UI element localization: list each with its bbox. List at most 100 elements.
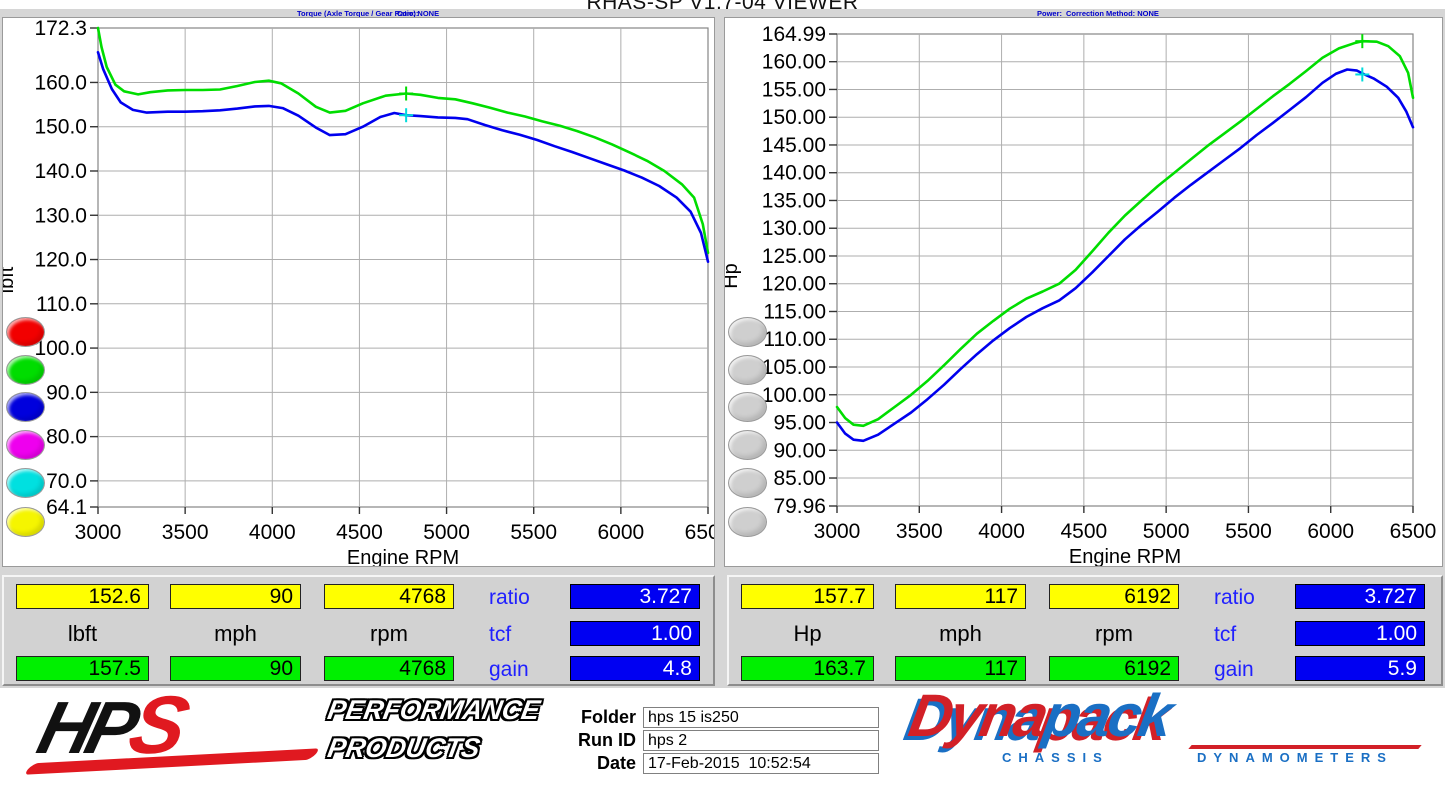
svg-text:4000: 4000: [249, 521, 296, 544]
power-chart[interactable]: 164.99 160.00 155.00 150.00 145.00 140.00 135.…: [725, 18, 1442, 566]
power-gain-value: 5.9: [1295, 656, 1425, 681]
torque-peak-rpm: 4768: [324, 656, 454, 681]
trace-button-red[interactable]: [6, 317, 45, 347]
svg-text:5000: 5000: [423, 521, 470, 544]
trace-button-gray-6[interactable]: [728, 507, 767, 537]
svg-text:6500: 6500: [1390, 520, 1437, 543]
svg-text:80.0: 80.0: [46, 426, 87, 449]
torque-peak-mph: 90: [170, 656, 301, 681]
svg-text:145.00: 145.00: [762, 134, 826, 157]
trace-button-gray-3[interactable]: [728, 392, 767, 422]
dynapack-logo-pack: pack: [1038, 682, 1176, 749]
gain-label: gain: [1214, 658, 1254, 681]
torque-corr-label: Corr: NONE: [397, 9, 440, 18]
svg-text:172.3: 172.3: [34, 18, 87, 40]
trace-button-gray-5[interactable]: [728, 468, 767, 498]
tcf-label: tcf: [489, 623, 512, 646]
svg-text:120.0: 120.0: [34, 249, 87, 272]
ratio-label: ratio: [1214, 586, 1255, 609]
run-id-input[interactable]: hps 2: [643, 730, 879, 751]
svg-text:100.0: 100.0: [34, 337, 87, 360]
svg-text:5500: 5500: [510, 521, 557, 544]
torque-unit-label: lbft: [67, 621, 98, 646]
torque-tcf-value: 1.00: [570, 621, 700, 646]
svg-text:6000: 6000: [1307, 520, 1354, 543]
svg-text:3000: 3000: [814, 520, 861, 543]
svg-text:4000: 4000: [978, 520, 1025, 543]
power-ratio-value: 3.727: [1295, 584, 1425, 609]
svg-text:64.1: 64.1: [46, 496, 87, 519]
torque-cursor-value: 152.6: [16, 584, 149, 609]
svg-text:Hp: Hp: [725, 263, 742, 289]
trace-button-green[interactable]: [6, 355, 45, 385]
svg-text:Engine RPM: Engine RPM: [1069, 546, 1181, 566]
window-title: RHAS-SP V1.7-04 VIEWER: [586, 0, 859, 14]
power-unit-label: Hp: [793, 621, 822, 646]
rpm-unit-label: rpm: [1095, 621, 1133, 646]
torque-chart-panel: 172.3 160.0 150.0 140.0 130.0 120.0 110.0 100.0…: [2, 17, 715, 567]
date-input[interactable]: 17-Feb-2015 10:52:54: [643, 753, 879, 774]
folder-input[interactable]: hps 15 is250: [643, 707, 879, 728]
power-tcf-value: 1.00: [1295, 621, 1425, 646]
svg-text:150.0: 150.0: [34, 116, 87, 139]
date-label: Date: [596, 753, 636, 773]
power-chart-panel: 164.99 160.00 155.00 150.00 145.00 140.00 135.…: [724, 17, 1443, 567]
svg-text:110.0: 110.0: [36, 293, 87, 316]
svg-text:100.00: 100.00: [762, 384, 826, 407]
trace-button-gray-2[interactable]: [728, 355, 767, 385]
power-corr-label: Correction Method: NONE: [1066, 9, 1159, 18]
power-peak-value: 163.7: [741, 656, 874, 681]
torque-ratio-value: 3.727: [570, 584, 700, 609]
dynapack-chassis-text: CHASSIS: [1002, 750, 1109, 765]
svg-text:3000: 3000: [75, 521, 122, 544]
svg-text:lbft: lbft: [3, 266, 18, 293]
trace-button-magenta[interactable]: [6, 430, 45, 460]
svg-text:4500: 4500: [336, 521, 383, 544]
svg-text:164.99: 164.99: [762, 23, 826, 46]
torque-readout-table: 152.6 90 4768 lbft mph rpm 157.5 90 4768…: [2, 575, 715, 686]
svg-text:3500: 3500: [162, 521, 209, 544]
tcf-label: tcf: [1214, 623, 1237, 646]
power-peak-rpm: 6192: [1049, 656, 1179, 681]
svg-text:140.00: 140.00: [762, 162, 826, 185]
torque-header-label: Torque (Axle Torque / Gear Ratio):: [297, 9, 419, 18]
run-id-label: Run ID: [578, 730, 636, 750]
rpm-unit-label: rpm: [370, 621, 408, 646]
power-header-label: Power:: [1037, 9, 1063, 18]
svg-text:130.00: 130.00: [762, 217, 826, 240]
folder-label: Folder: [580, 707, 636, 727]
torque-chart[interactable]: 172.3 160.0 150.0 140.0 130.0 120.0 110.0 100.0…: [3, 18, 714, 566]
power-cursor-value: 157.7: [741, 584, 874, 609]
power-cursor-rpm: 6192: [1049, 584, 1179, 609]
power-readout-table: 157.7 117 6192 Hp mph rpm 163.7 117 6192…: [727, 575, 1443, 686]
svg-text:70.0: 70.0: [46, 470, 87, 493]
hps-logo: HPS PERFORMANCE PRODUCTS: [10, 680, 542, 775]
svg-text:130.0: 130.0: [34, 204, 87, 227]
mph-unit-label: mph: [214, 621, 257, 646]
svg-text:95.00: 95.00: [773, 412, 826, 435]
mph-unit-label: mph: [939, 621, 982, 646]
svg-text:85.00: 85.00: [773, 467, 826, 490]
trace-button-blue[interactable]: [6, 392, 45, 422]
trace-button-cyan[interactable]: [6, 468, 45, 498]
svg-text:155.00: 155.00: [762, 78, 826, 101]
dynapack-swoosh-graphic: [1188, 745, 1422, 749]
trace-button-gray-4[interactable]: [728, 430, 767, 460]
svg-text:6000: 6000: [597, 521, 644, 544]
svg-text:125.00: 125.00: [762, 245, 826, 268]
trace-button-gray-1[interactable]: [728, 317, 767, 347]
svg-text:120.00: 120.00: [762, 273, 826, 296]
power-cursor-mph: 117: [895, 584, 1026, 609]
gain-label: gain: [489, 658, 529, 681]
torque-peak-value: 157.5: [16, 656, 149, 681]
svg-text:6500: 6500: [685, 521, 714, 544]
svg-text:160.0: 160.0: [34, 71, 87, 94]
trace-button-yellow[interactable]: [6, 507, 45, 537]
svg-text:5500: 5500: [1225, 520, 1272, 543]
svg-text:115.00: 115.00: [763, 300, 826, 323]
svg-text:150.00: 150.00: [762, 106, 826, 129]
svg-text:4500: 4500: [1060, 520, 1107, 543]
svg-text:5000: 5000: [1143, 520, 1190, 543]
dynapack-dynamometers-text: DYNAMOMETERS: [1197, 750, 1393, 765]
svg-text:140.0: 140.0: [34, 160, 87, 183]
